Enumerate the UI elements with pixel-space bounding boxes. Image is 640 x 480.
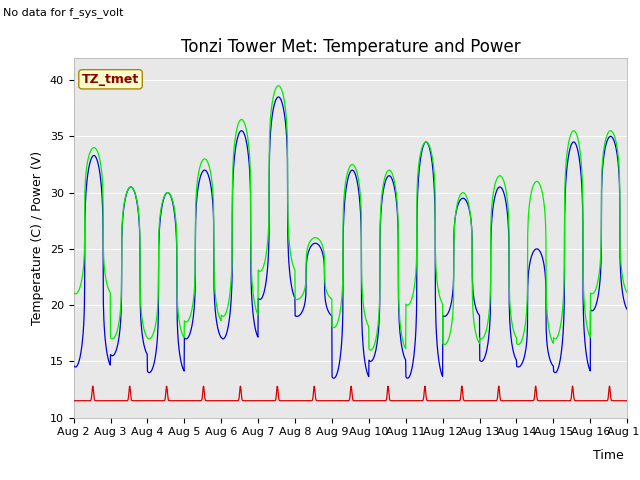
Text: Time: Time [593, 449, 624, 462]
Text: No data for f_sys_volt: No data for f_sys_volt [3, 7, 124, 18]
Y-axis label: Temperature (C) / Power (V): Temperature (C) / Power (V) [31, 151, 44, 324]
Text: TZ_tmet: TZ_tmet [82, 73, 139, 86]
Title: Tonzi Tower Met: Temperature and Power: Tonzi Tower Met: Temperature and Power [180, 38, 520, 56]
